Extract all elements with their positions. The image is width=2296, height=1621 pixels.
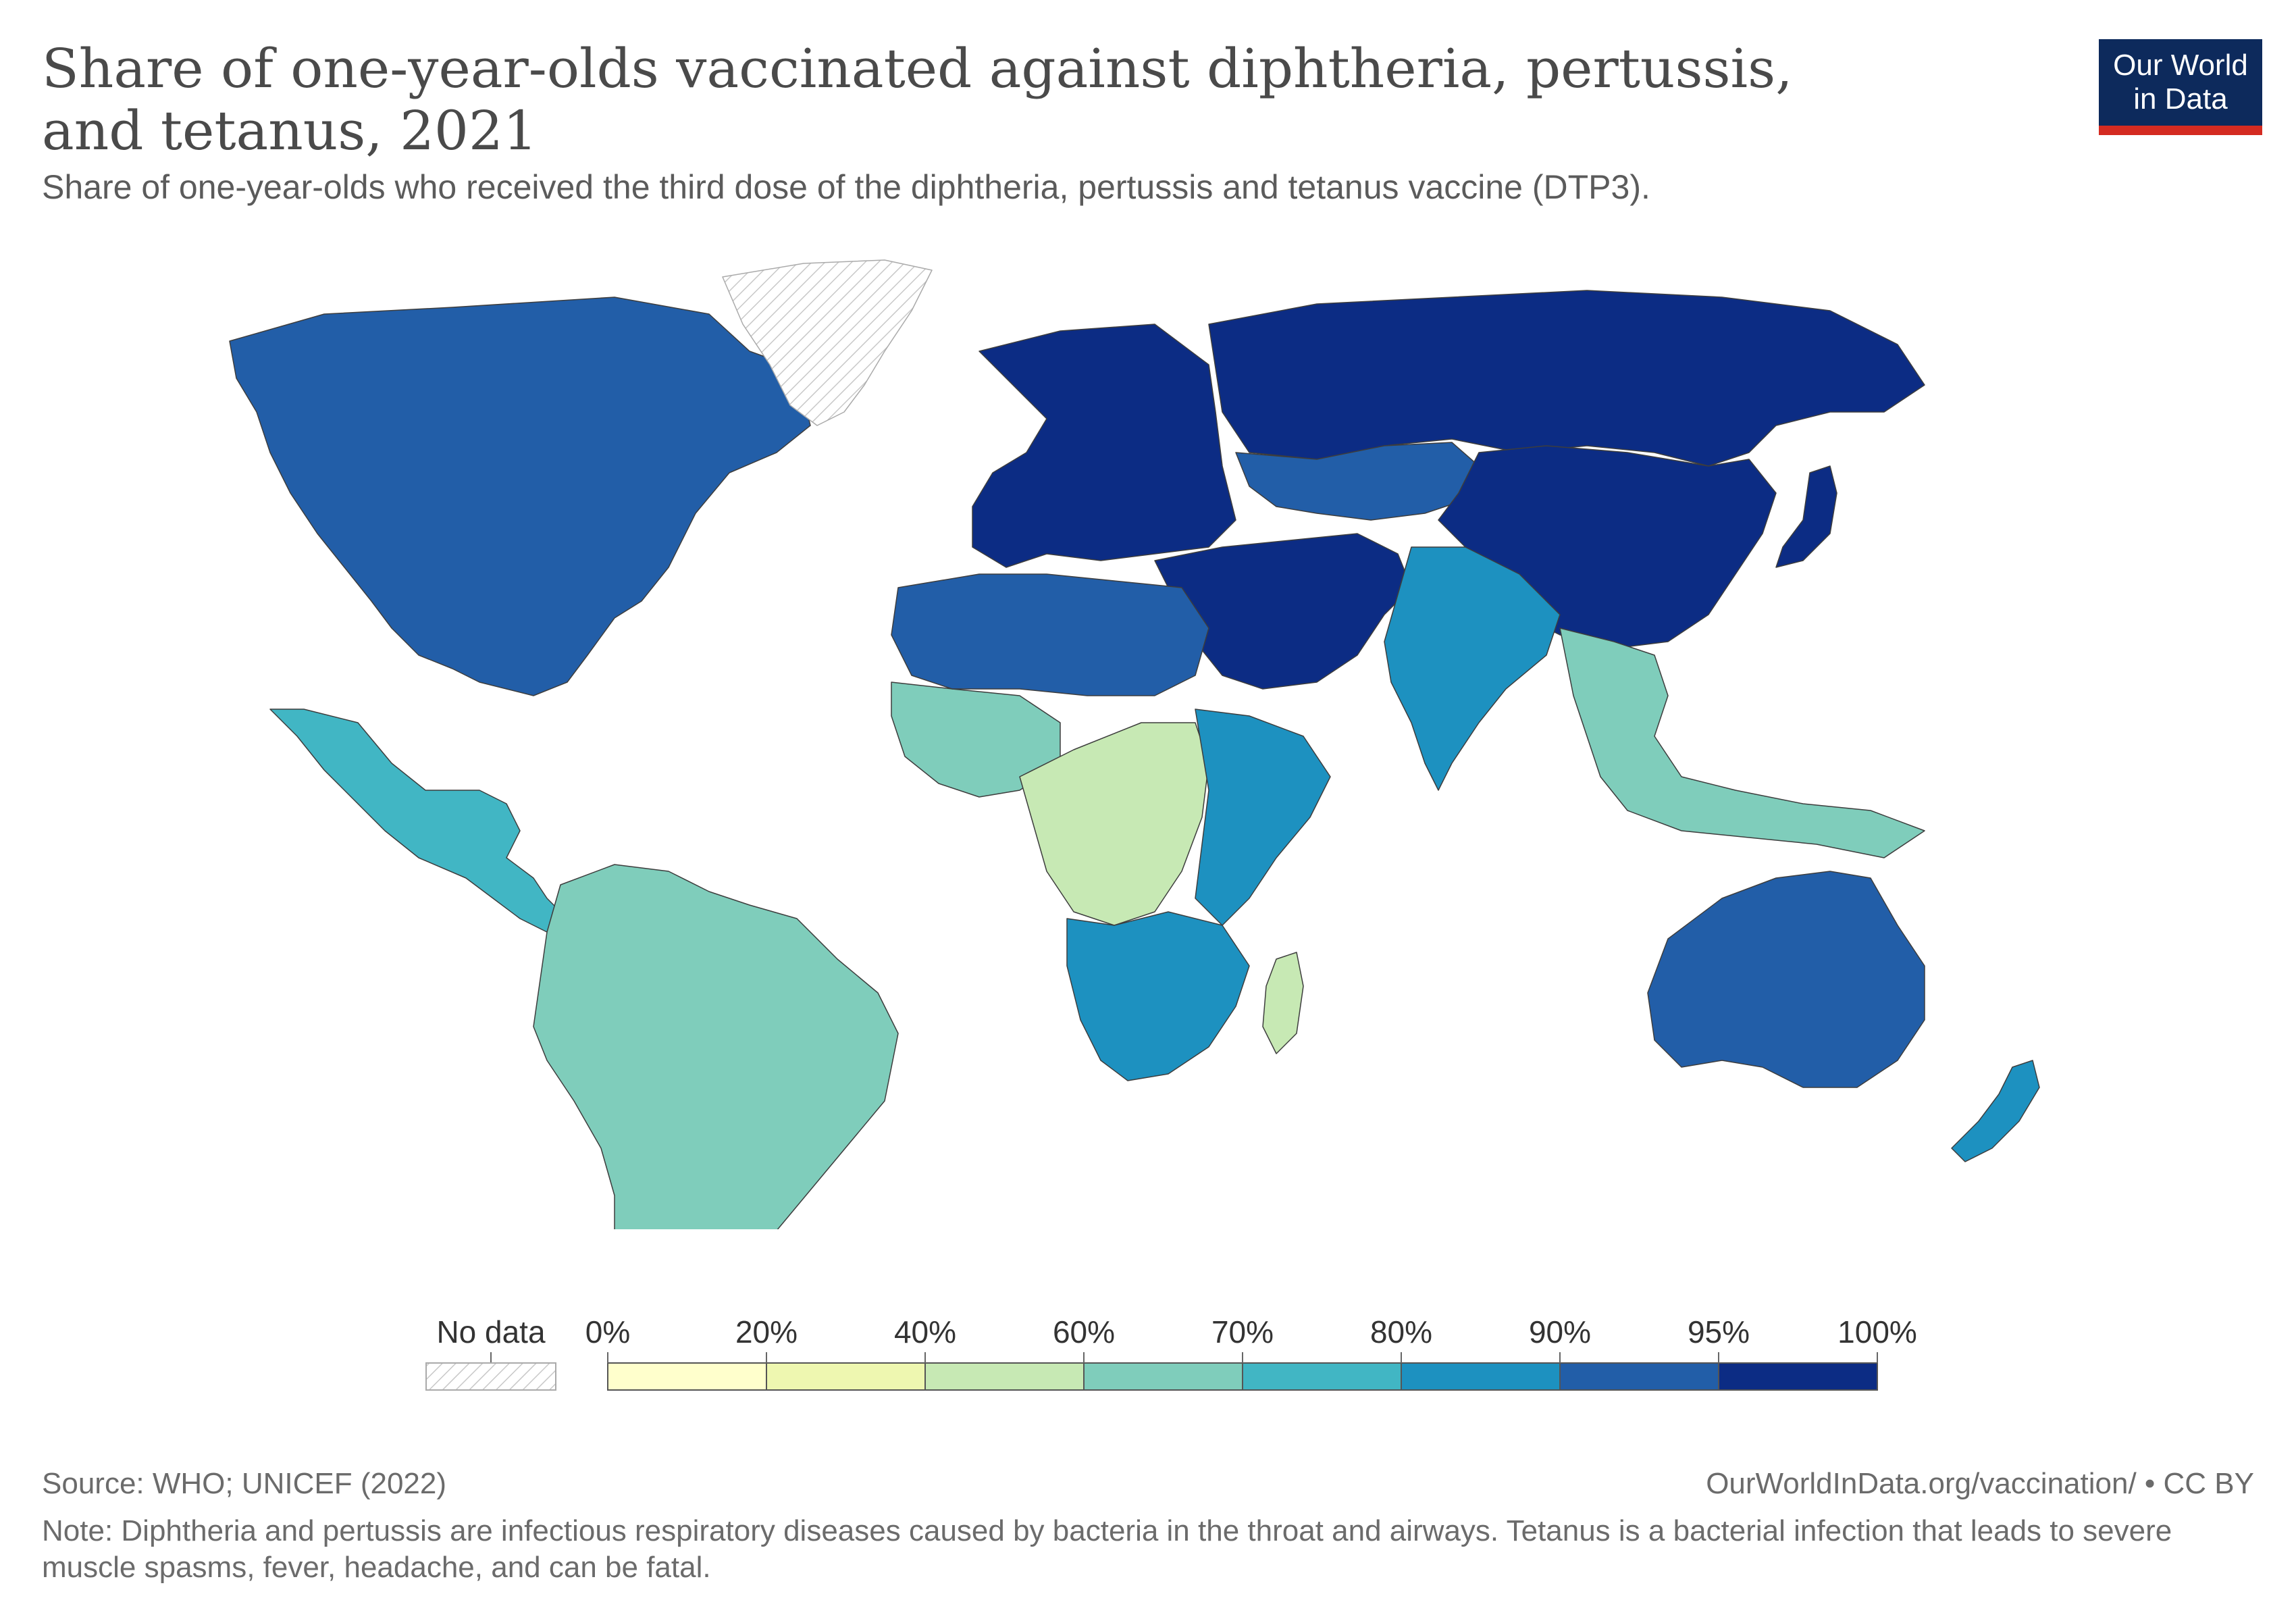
legend-tick-label: 100% [1837, 1314, 1917, 1349]
source-url[interactable]: OurWorldInData.org/vaccination/ • CC BY [1706, 1467, 2254, 1500]
legend-bin[interactable] [1718, 1362, 1878, 1391]
legend-tick-label: 70% [1211, 1314, 1274, 1349]
map-region-east-africa[interactable] [1195, 709, 1331, 926]
logo-line-2: in Data [2133, 82, 2228, 115]
chart-subtitle: Share of one-year-olds who received the … [42, 168, 1650, 206]
map-region-central-asia[interactable] [1235, 442, 1480, 521]
map-region-europe[interactable] [972, 324, 1236, 568]
color-legend: No data 0% 20% 40% 60% 70% 80% 90% 95% 100% [425, 1314, 1917, 1391]
map-region-southeast-asia[interactable] [1559, 627, 1925, 858]
logo-line-1: Our World [2113, 49, 2248, 82]
map-region-greenland[interactable] [722, 259, 933, 426]
legend-tick-label: 60% [1053, 1314, 1115, 1349]
legend-bin[interactable] [766, 1362, 926, 1391]
legend-tick-label: 95% [1688, 1314, 1750, 1349]
map-region-central-africa[interactable] [1019, 722, 1209, 926]
legend-tick-label: 40% [894, 1314, 956, 1349]
footnote: Note: Diphtheria and pertussis are infec… [42, 1514, 2172, 1584]
legend-tick-label: 90% [1529, 1314, 1591, 1349]
source-text: Source: WHO; UNICEF (2022) [42, 1467, 447, 1500]
legend-no-data-label: No data [436, 1314, 546, 1349]
map-region-japan[interactable] [1775, 465, 1837, 568]
map-region-southern-africa[interactable] [1066, 911, 1250, 1081]
map-region-russia[interactable] [1208, 290, 1925, 467]
owid-logo[interactable]: Our World in Data [2099, 39, 2262, 135]
legend-bin[interactable] [1083, 1362, 1243, 1391]
map-region-mexico-central-america[interactable] [269, 709, 568, 933]
map-region-madagascar[interactable] [1262, 952, 1304, 1054]
map-region-west-africa[interactable] [891, 681, 1061, 798]
legend-bin[interactable] [607, 1362, 767, 1391]
world-map[interactable] [101, 250, 2195, 1229]
legend-tick-label: 80% [1370, 1314, 1432, 1349]
map-region-new-zealand[interactable] [1951, 1060, 2040, 1162]
map-region-north-america[interactable] [229, 297, 811, 696]
legend-tick-label: 0% [585, 1314, 630, 1349]
map-region-australia[interactable] [1647, 871, 1925, 1088]
chart-title: Share of one-year-olds vaccinated agains… [42, 37, 1793, 162]
map-region-south-america[interactable] [533, 864, 899, 1229]
legend-bin[interactable] [1242, 1362, 1402, 1391]
map-region-south-asia[interactable] [1384, 546, 1561, 791]
map-region-north-africa[interactable] [891, 573, 1209, 696]
legend-no-data-swatch [425, 1362, 556, 1391]
legend-bin[interactable] [1559, 1362, 1719, 1391]
legend-tick-label: 20% [735, 1314, 798, 1349]
legend-bin[interactable] [1401, 1362, 1561, 1391]
legend-bin[interactable] [924, 1362, 1085, 1391]
